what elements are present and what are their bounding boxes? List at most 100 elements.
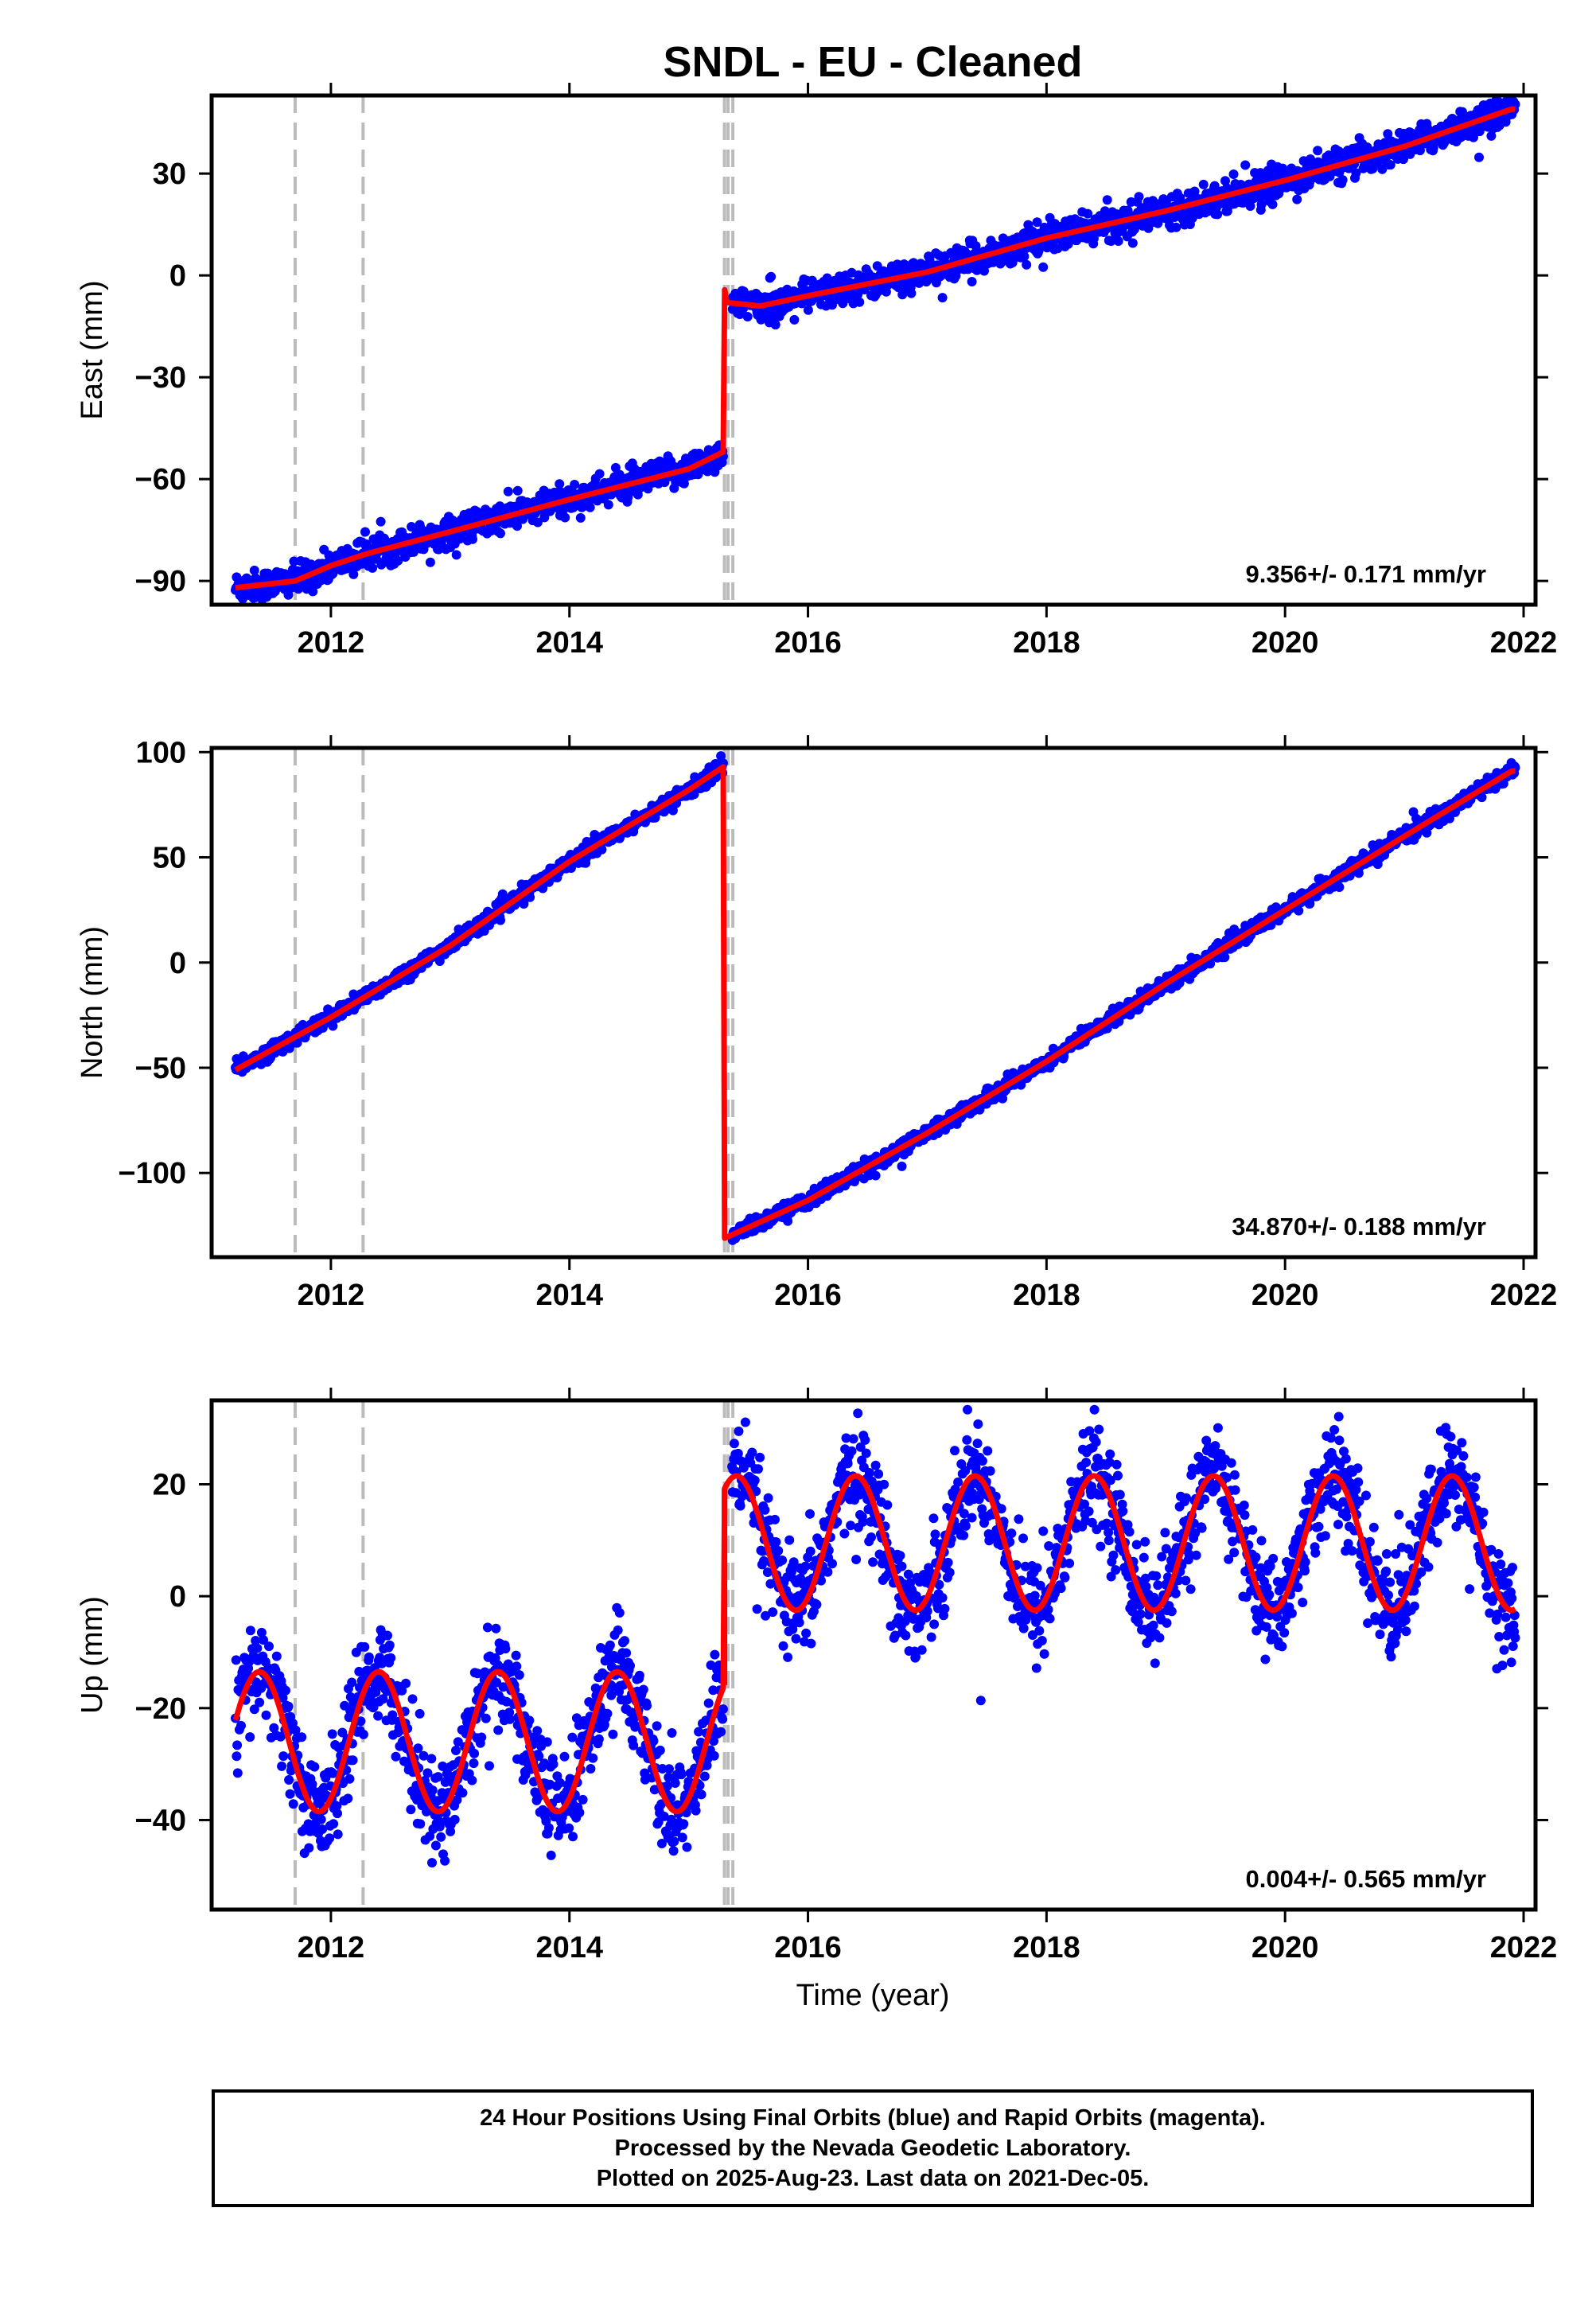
data-point <box>1038 262 1049 272</box>
data-point <box>236 1720 246 1731</box>
data-point <box>393 555 403 566</box>
y-tick-label: −50 <box>135 1052 186 1085</box>
x-tick-label: 2022 <box>1490 626 1558 660</box>
data-point <box>1351 168 1361 178</box>
data-point <box>345 1774 355 1784</box>
data-point <box>328 568 338 578</box>
data-point <box>1134 192 1144 202</box>
y-tick-label: −100 <box>118 1157 186 1190</box>
data-point <box>585 502 595 512</box>
chart-title: SNDL - EU - Cleaned <box>663 38 1082 86</box>
data-point <box>348 1755 358 1766</box>
data-point <box>407 1694 418 1704</box>
final-orbit-points <box>231 751 1520 1245</box>
data-point <box>264 1641 274 1652</box>
data-point <box>1189 186 1200 197</box>
data-point <box>1088 233 1099 243</box>
data-point <box>1127 238 1138 248</box>
data-point <box>1113 236 1123 246</box>
data-point <box>368 563 378 573</box>
panel-1: 2012 2014 2016 2018 2020 2022−90−60−30030East… <box>76 83 1557 660</box>
data-point <box>1209 181 1220 191</box>
data-point <box>870 1170 881 1181</box>
data-point <box>252 1643 263 1653</box>
plot-panels: 2012 2014 2016 2018 2020 2022−90−60−30030East… <box>76 83 1557 1964</box>
data-point <box>1102 195 1112 205</box>
y-tick-label: 0 <box>169 259 186 293</box>
y-tick-label: 30 <box>153 158 186 191</box>
data-point <box>386 1653 396 1663</box>
data-point <box>329 1819 339 1829</box>
plot-frame <box>209 746 1538 1260</box>
data-point <box>364 1652 374 1662</box>
velocity-rate-label: 34.870+/- 0.188 mm/yr <box>1232 1213 1486 1240</box>
data-point <box>597 844 607 855</box>
data-point <box>283 1701 294 1711</box>
data-point <box>1508 83 1517 92</box>
plot-area <box>231 1400 1520 1910</box>
data-point <box>897 1161 907 1171</box>
y-tick-label: −60 <box>135 463 186 496</box>
data-point <box>854 297 865 307</box>
data-point <box>1022 259 1032 270</box>
model-curve <box>234 106 1517 591</box>
data-point <box>261 1710 271 1720</box>
data-point <box>512 521 522 531</box>
data-point <box>1385 160 1396 170</box>
data-point <box>594 469 605 479</box>
data-point <box>1032 217 1042 228</box>
data-point <box>309 1762 320 1772</box>
data-point <box>401 1678 411 1688</box>
data-point <box>1240 160 1251 170</box>
data-point <box>358 1729 368 1739</box>
data-point <box>1053 243 1063 254</box>
data-point <box>770 320 780 330</box>
data-point <box>316 1814 326 1824</box>
data-point <box>716 751 726 761</box>
data-point <box>283 590 294 600</box>
data-point <box>231 1655 241 1665</box>
final-orbit-points <box>231 83 1520 605</box>
data-point <box>278 1751 289 1762</box>
data-point <box>496 915 505 925</box>
data-point <box>451 550 461 560</box>
data-point <box>373 1711 383 1721</box>
data-point <box>407 522 417 531</box>
y-tick-label: 100 <box>136 736 186 769</box>
x-tick-label: 2016 <box>774 1279 842 1312</box>
data-point <box>384 1640 395 1650</box>
data-point <box>1171 222 1181 232</box>
data-point <box>468 534 477 544</box>
data-point <box>333 1809 342 1819</box>
x-tick-label: 2018 <box>1013 626 1080 660</box>
data-point <box>560 512 570 523</box>
data-point <box>325 1833 335 1844</box>
data-point <box>519 899 529 909</box>
data-point <box>555 479 565 489</box>
data-point <box>232 1740 243 1750</box>
data-point <box>1213 209 1223 220</box>
data-point <box>742 312 753 321</box>
x-tick-label: 2020 <box>1251 1279 1319 1312</box>
data-point <box>1292 194 1302 204</box>
data-point <box>679 478 689 489</box>
data-point <box>277 1761 287 1771</box>
data-point <box>1337 175 1348 185</box>
plot-area <box>231 83 1520 605</box>
data-point <box>343 1793 353 1804</box>
data-point <box>308 586 318 597</box>
data-point <box>245 1732 255 1742</box>
plot-area <box>231 748 1520 1257</box>
x-tick-label: 2020 <box>1251 626 1319 660</box>
data-point <box>376 516 386 527</box>
data-point <box>348 569 359 579</box>
data-point <box>406 1805 416 1815</box>
data-point <box>937 293 948 303</box>
data-point <box>288 1799 298 1809</box>
data-point <box>1106 236 1116 246</box>
data-point <box>425 557 435 567</box>
data-point <box>232 1751 242 1762</box>
data-point <box>1019 251 1030 262</box>
